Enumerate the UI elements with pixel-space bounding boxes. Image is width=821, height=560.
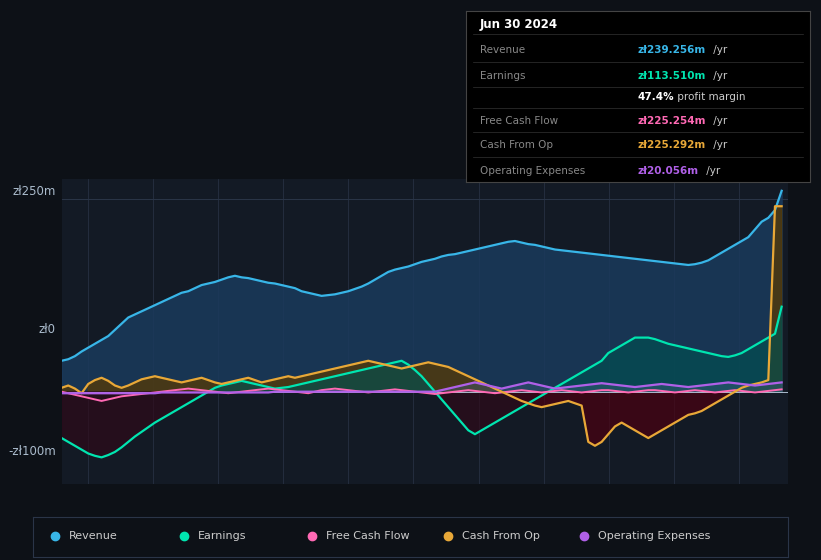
Text: /yr: /yr bbox=[703, 166, 720, 176]
Text: 47.4%: 47.4% bbox=[638, 92, 675, 101]
Text: Operating Expenses: Operating Expenses bbox=[598, 531, 710, 541]
Text: Earnings: Earnings bbox=[480, 71, 525, 81]
Text: zł250m: zł250m bbox=[12, 185, 56, 198]
Text: -zł100m: -zł100m bbox=[8, 445, 56, 459]
Text: Jun 30 2024: Jun 30 2024 bbox=[480, 17, 558, 30]
Text: Earnings: Earnings bbox=[198, 531, 246, 541]
Text: zł225.254m: zł225.254m bbox=[638, 115, 706, 125]
Text: Revenue: Revenue bbox=[480, 45, 525, 55]
Text: /yr: /yr bbox=[710, 140, 727, 150]
Text: /yr: /yr bbox=[710, 115, 727, 125]
Text: zł0: zł0 bbox=[39, 323, 56, 336]
Text: Free Cash Flow: Free Cash Flow bbox=[480, 115, 558, 125]
Text: zł113.510m: zł113.510m bbox=[638, 71, 706, 81]
Text: Revenue: Revenue bbox=[69, 531, 118, 541]
Text: Cash From Op: Cash From Op bbox=[462, 531, 539, 541]
Text: /yr: /yr bbox=[710, 71, 727, 81]
Text: zł20.056m: zł20.056m bbox=[638, 166, 699, 176]
Text: Free Cash Flow: Free Cash Flow bbox=[326, 531, 410, 541]
Text: Operating Expenses: Operating Expenses bbox=[480, 166, 585, 176]
Text: zł239.256m: zł239.256m bbox=[638, 45, 706, 55]
Text: zł225.292m: zł225.292m bbox=[638, 140, 706, 150]
Text: profit margin: profit margin bbox=[674, 92, 745, 101]
Text: Cash From Op: Cash From Op bbox=[480, 140, 553, 150]
Text: /yr: /yr bbox=[710, 45, 727, 55]
